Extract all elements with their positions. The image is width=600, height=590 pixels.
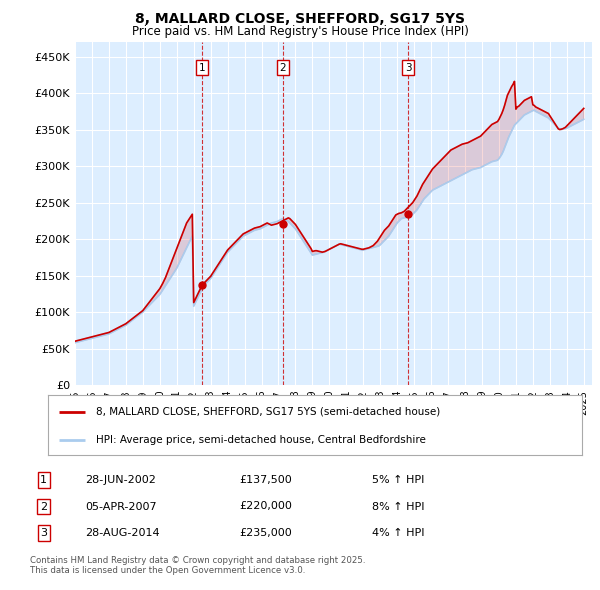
Text: 05-APR-2007: 05-APR-2007	[85, 502, 157, 512]
Text: £220,000: £220,000	[240, 502, 293, 512]
Text: £235,000: £235,000	[240, 528, 293, 538]
Text: 4% ↑ HPI: 4% ↑ HPI	[372, 528, 425, 538]
Text: 1: 1	[199, 63, 205, 73]
Text: 2: 2	[280, 63, 286, 73]
Text: 1: 1	[40, 475, 47, 485]
Text: 3: 3	[40, 528, 47, 538]
Text: 3: 3	[405, 63, 412, 73]
Text: HPI: Average price, semi-detached house, Central Bedfordshire: HPI: Average price, semi-detached house,…	[96, 435, 426, 445]
Text: 2: 2	[40, 502, 47, 512]
Text: Price paid vs. HM Land Registry's House Price Index (HPI): Price paid vs. HM Land Registry's House …	[131, 25, 469, 38]
Text: 8, MALLARD CLOSE, SHEFFORD, SG17 5YS: 8, MALLARD CLOSE, SHEFFORD, SG17 5YS	[135, 12, 465, 26]
Text: 8% ↑ HPI: 8% ↑ HPI	[372, 502, 425, 512]
Text: Contains HM Land Registry data © Crown copyright and database right 2025.
This d: Contains HM Land Registry data © Crown c…	[30, 556, 365, 575]
Text: £137,500: £137,500	[240, 475, 293, 485]
Text: 28-AUG-2014: 28-AUG-2014	[85, 528, 160, 538]
Text: 28-JUN-2002: 28-JUN-2002	[85, 475, 156, 485]
Text: 5% ↑ HPI: 5% ↑ HPI	[372, 475, 425, 485]
Text: 8, MALLARD CLOSE, SHEFFORD, SG17 5YS (semi-detached house): 8, MALLARD CLOSE, SHEFFORD, SG17 5YS (se…	[96, 407, 440, 417]
